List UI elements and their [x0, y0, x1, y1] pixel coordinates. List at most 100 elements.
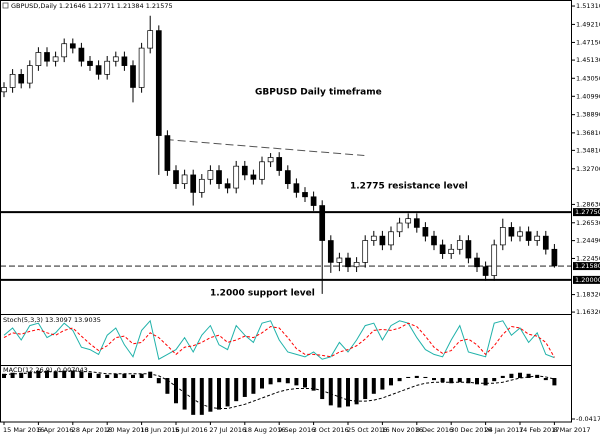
macd-bar: [225, 378, 230, 407]
level-label-box: [573, 262, 600, 271]
candle-body: [534, 235, 541, 241]
macd-bar: [457, 378, 462, 383]
level-label-box: [573, 208, 600, 217]
macd-bar: [285, 378, 290, 384]
macd-bar: [208, 378, 213, 412]
macd-bar: [475, 378, 479, 385]
macd-bar: [414, 375, 419, 379]
macd-bar: [303, 378, 307, 388]
level-label: 1.27750: [575, 208, 600, 216]
y-tick-label: 1.16320: [576, 308, 600, 316]
macd-bar: [53, 371, 58, 379]
macd-bar: [122, 373, 127, 379]
candle-body: [327, 240, 334, 263]
candle-body: [370, 235, 377, 241]
macd-bar: [113, 373, 118, 379]
candle-body: [250, 174, 257, 180]
macd-bar: [165, 378, 170, 394]
macd-bar: [543, 378, 548, 381]
candle-body: [353, 262, 360, 268]
candle-body: [61, 43, 68, 58]
macd-bar: [328, 378, 333, 406]
candle-body: [138, 47, 145, 88]
candle-body: [551, 248, 558, 267]
candle-body: [9, 73, 16, 88]
macd-bar: [260, 378, 264, 389]
macd-bar: [191, 378, 196, 415]
symbol-icon: [2, 2, 9, 9]
macd-bar: [552, 378, 557, 386]
candle-body: [284, 170, 291, 185]
x-tick-label: 20 May 2016: [106, 426, 148, 434]
macd-bar: [406, 376, 411, 379]
candle-body: [302, 192, 308, 198]
y-tick-label: 1.49210: [576, 20, 600, 28]
candle-body: [44, 52, 50, 62]
macd-title: MACD(12,26,9) -0.007043: [3, 366, 88, 374]
candle-body: [207, 170, 214, 180]
macd-bar: [2, 373, 6, 379]
y-tick-label: 1.34810: [576, 146, 600, 154]
candle-body: [448, 248, 455, 254]
y-tick-label: 1.24490: [576, 237, 600, 245]
candle-body: [259, 161, 265, 180]
candle-body: [69, 43, 76, 49]
macd-bar: [354, 378, 359, 405]
macd-bar: [139, 373, 144, 379]
y-tick-label: 1.28630: [576, 200, 600, 208]
x-tick-label: 16 Nov 2016: [381, 426, 423, 434]
macd-bar: [449, 378, 454, 384]
macd-bar: [88, 372, 92, 379]
candle-body: [422, 227, 429, 237]
x-tick-label: 30 Dec 2016: [450, 426, 492, 434]
candle-body: [241, 165, 248, 176]
candle-body: [439, 244, 446, 254]
macd-bar: [294, 378, 299, 386]
macd-bar: [62, 370, 67, 379]
x-tick-label: 3 Oct 2016: [313, 426, 349, 434]
y-tick-label: 1.22450: [576, 254, 600, 262]
annotation: 1.2775 resistance level: [350, 182, 468, 192]
level-label: 1.20000: [575, 276, 600, 284]
macd-bar: [182, 378, 187, 410]
candle-body: [482, 266, 489, 276]
candle-body: [413, 218, 420, 228]
y-tick-label: 1.47150: [576, 38, 600, 46]
macd-bar: [96, 373, 101, 379]
candle-body: [542, 235, 549, 250]
y-tick-label: 1.43050: [576, 74, 600, 82]
x-tick-label: 24 Jan 2017: [485, 426, 524, 434]
stoch-line: [3, 319, 555, 360]
candle-body: [26, 65, 33, 84]
annotation: 1.2000 support level: [210, 289, 315, 299]
macd-bar: [268, 378, 273, 385]
candle-body: [525, 231, 532, 241]
macd-bar: [199, 378, 204, 415]
x-tick-label: 13 Jun 2016: [141, 426, 180, 434]
candle-body: [155, 30, 162, 136]
macd-bar: [45, 370, 49, 379]
candle-body: [147, 30, 154, 49]
y-tick-label: 1.51310: [576, 2, 600, 10]
macd-bar: [432, 378, 436, 381]
chart-header: GBPUSD,Daily 1.21646 1.21771 1.21384 1.2…: [11, 2, 173, 10]
candle-body: [224, 183, 231, 189]
candle-body: [164, 135, 171, 171]
macd-bar: [535, 374, 540, 379]
candle-body: [293, 183, 300, 193]
candle-body: [1, 87, 7, 93]
candle-body: [35, 52, 42, 66]
macd-bar: [380, 378, 385, 390]
level-label: 1.21580: [575, 262, 600, 270]
stoch-title: Stoch(5,3,3) 13.3097 13.9035: [3, 316, 101, 324]
x-tick-label: 6 Apr 2016: [37, 426, 73, 434]
candle-body: [396, 222, 403, 233]
candle-body: [130, 65, 136, 88]
macd-bar: [440, 378, 445, 383]
y-tick-label: 1.26530: [576, 219, 600, 227]
macd-bar: [320, 378, 325, 400]
macd-bar: [234, 378, 239, 402]
macd-bar: [131, 374, 135, 379]
candle-body: [319, 205, 326, 241]
